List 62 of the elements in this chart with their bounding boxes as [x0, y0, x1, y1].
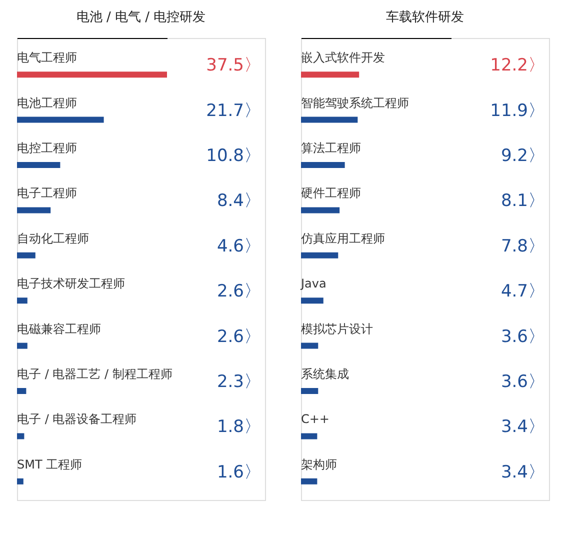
- data-label: 9.2〉: [500, 146, 545, 166]
- data-label: 2.3〉: [216, 372, 261, 392]
- bar: [17, 433, 24, 440]
- bar: [301, 116, 358, 123]
- y-tick-label: 嵌入式软件开发: [301, 50, 385, 65]
- y-tick-label: 智能驾驶系统工程师: [301, 96, 409, 110]
- data-label: 2.6〉: [216, 326, 261, 347]
- bar: [301, 162, 345, 168]
- bar: [301, 342, 318, 349]
- bar: [17, 207, 51, 214]
- data-label: 7.8〉: [500, 236, 545, 256]
- chart-title: 车载软件研发: [386, 10, 464, 25]
- bar: [301, 298, 324, 304]
- data-label: 4.7〉: [500, 282, 545, 302]
- bar: [17, 252, 36, 258]
- data-label: 8.1〉: [500, 191, 545, 212]
- data-label: 37.5〉: [206, 56, 261, 76]
- data-label: 1.6〉: [216, 462, 261, 482]
- data-label: 3.4〉: [500, 417, 545, 438]
- data-label: 11.9〉: [490, 100, 545, 121]
- bar: [17, 72, 167, 78]
- y-tick-label: 电控工程师: [17, 141, 77, 155]
- y-tick-label: 电气工程师: [17, 50, 77, 65]
- data-label: 4.6〉: [216, 236, 261, 256]
- y-tick-label: 电子技术研发工程师: [17, 276, 125, 291]
- y-tick-label: 电子工程师: [17, 186, 77, 200]
- y-tick-label: 硬件工程师: [301, 186, 361, 200]
- y-tick-label: 电子 / 电器设备工程师: [17, 412, 137, 426]
- bar: [301, 433, 318, 440]
- data-label: 3.4〉: [500, 462, 545, 482]
- y-tick-label: 仿真应用工程师: [300, 231, 385, 246]
- y-tick-label: 电池工程师: [17, 96, 77, 110]
- data-label: 2.6〉: [216, 282, 261, 302]
- bar: [301, 207, 340, 214]
- y-tick-label: 架构师: [301, 457, 337, 472]
- bar: [301, 72, 360, 78]
- bar: [301, 478, 318, 484]
- data-label: 3.6〉: [500, 372, 545, 392]
- y-tick-label: 算法工程师: [301, 141, 361, 155]
- data-label: 10.8〉: [206, 146, 261, 166]
- bar: [17, 478, 24, 484]
- data-label: 3.6〉: [500, 326, 545, 347]
- bar: [301, 252, 338, 258]
- y-tick-label: 模拟芯片设计: [301, 322, 373, 336]
- data-label: 21.7〉: [206, 100, 261, 121]
- bar: [17, 116, 104, 123]
- bar: [17, 342, 28, 349]
- y-tick-label: 系统集成: [301, 367, 349, 381]
- y-tick-label: 电磁兼容工程师: [17, 322, 101, 336]
- bar: [17, 298, 28, 304]
- y-tick-label: SMT 工程师: [17, 457, 82, 472]
- y-tick-label: 电子 / 电器工艺 / 制程工程师: [17, 367, 172, 381]
- chart-title: 电池 / 电气 / 电控研发: [76, 10, 206, 25]
- data-label: 8.4〉: [216, 191, 261, 212]
- bar: [17, 388, 26, 394]
- y-tick-label: C++: [301, 412, 330, 426]
- data-label: 12.2〉: [490, 56, 545, 76]
- y-tick-label: Java: [300, 276, 326, 291]
- y-tick-label: 自动化工程师: [17, 231, 89, 246]
- bar: [17, 162, 60, 168]
- bar: [301, 388, 318, 394]
- data-label: 1.8〉: [216, 417, 261, 438]
